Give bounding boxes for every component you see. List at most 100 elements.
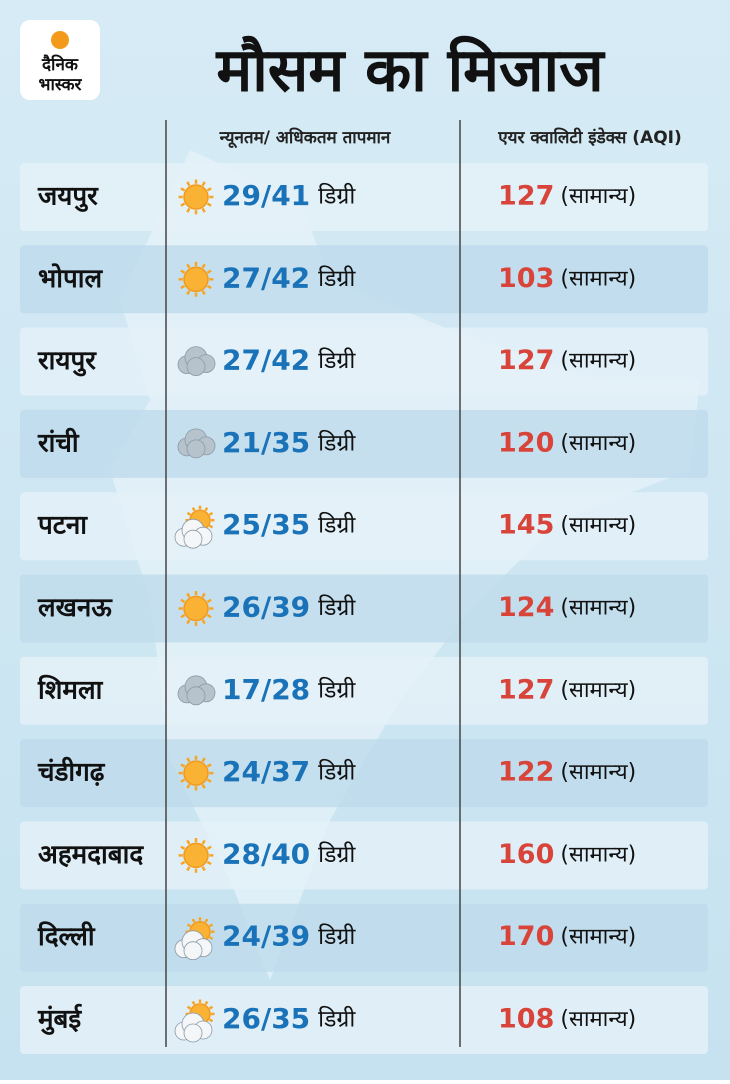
sun-ray	[186, 866, 191, 872]
sun	[183, 266, 209, 293]
sun-ray	[186, 511, 192, 516]
cloud-part	[186, 686, 206, 706]
temperature: 24/37	[222, 755, 310, 788]
weather-icon	[177, 675, 216, 706]
sun-ray	[186, 263, 191, 269]
temperature: 27/42	[222, 261, 310, 294]
sun-ray	[180, 187, 186, 192]
sun	[183, 595, 209, 622]
row-band	[20, 245, 708, 314]
weather-icon	[178, 261, 214, 297]
sun-ray	[206, 202, 212, 207]
table-row: दिल्ली 24/39 डिग्री 170 (सामान्य)	[20, 903, 708, 972]
table-row: भोपाल 27/42 डिग्री 103 (सामान्य)	[20, 245, 708, 314]
weather-icon	[178, 591, 214, 626]
sun	[183, 760, 209, 786]
temperature: 25/35	[222, 508, 310, 541]
sun-ray	[186, 290, 191, 295]
city-name: भोपाल	[38, 263, 104, 294]
aqi-status: (सामान्य)	[560, 678, 636, 703]
sun-ray	[208, 524, 214, 529]
weather-icon	[177, 428, 216, 459]
temperature: 21/35	[222, 426, 310, 459]
sun-ray	[201, 263, 206, 269]
cloud-part	[186, 357, 206, 377]
sun-ray	[206, 614, 212, 619]
aqi-status: (सामान्य)	[560, 596, 636, 621]
sun-ray	[201, 290, 206, 295]
sun-ray	[204, 1000, 209, 1006]
weather-icon	[174, 505, 215, 549]
table-row: लखनऊ 26/39 डिग्री 124 (सामान्य)	[20, 574, 708, 643]
city-name: रांची	[37, 427, 80, 458]
sun-ray	[186, 757, 191, 763]
city-name: जयपुर	[37, 182, 99, 213]
title: मौसम का मिजाज	[215, 36, 606, 106]
temperature: 27/42	[222, 344, 310, 377]
logo-box	[20, 20, 100, 100]
aqi-value: 170	[498, 921, 554, 952]
city-name: रायपुर	[37, 346, 97, 377]
sun-ray	[208, 1005, 214, 1010]
aqi-value: 122	[498, 757, 554, 788]
temperature: 17/28	[222, 673, 310, 706]
table-row: रांची 21/35 डिग्री 120 (सामान्य)	[20, 409, 708, 478]
sun-ray	[191, 1000, 196, 1006]
temperature-unit: डिग्री	[318, 1006, 356, 1033]
sun-ray	[206, 845, 212, 850]
temperature-unit: डिग्री	[318, 265, 356, 292]
column-header: न्यूनतम/ अधिकतम तापमान	[219, 127, 391, 149]
sun-ray	[180, 598, 186, 603]
cloud-part	[186, 439, 206, 459]
row-band	[20, 821, 708, 890]
sun-ray	[186, 207, 191, 213]
temperature-unit: डिग्री	[318, 429, 356, 456]
sun-ray	[180, 860, 186, 866]
sun-ray	[201, 181, 206, 187]
weather-icon	[177, 346, 216, 377]
city-name: दिल्ली	[37, 921, 96, 952]
sun-ray	[186, 923, 192, 928]
row-band	[20, 163, 708, 231]
sun-ray	[204, 918, 209, 923]
sun-ray	[208, 511, 214, 516]
sun-ray	[191, 918, 196, 923]
sun-ray	[180, 845, 186, 850]
sun-ray	[180, 269, 186, 274]
table-row: पटना 25/35 डिग्री 145 (सामान्य)	[20, 492, 708, 561]
aqi-status: (सामान्य)	[560, 1007, 636, 1032]
sun-ray	[186, 592, 191, 598]
weather-icon	[174, 999, 215, 1043]
logo-text: भास्कर	[39, 75, 83, 95]
sun-ray	[208, 1018, 214, 1023]
temperature-unit: डिग्री	[318, 347, 356, 374]
sun-ray	[201, 866, 206, 872]
temperature: 28/40	[222, 837, 310, 870]
sun-ray	[206, 269, 212, 274]
temperature-unit: डिग्री	[318, 512, 356, 539]
aqi-status: (सामान्य)	[560, 184, 636, 209]
table-row: शिमला 17/28 डिग्री 127 (सामान्य)	[20, 656, 708, 725]
sun-ray	[206, 860, 212, 866]
cloud-part	[183, 941, 203, 961]
table-row: चंडीगढ़ 24/37 डिग्री 122 (सामान्य)	[20, 739, 708, 808]
temperature: 24/39	[222, 920, 310, 953]
sun-ray	[206, 598, 212, 603]
temperature: 29/41	[222, 179, 310, 212]
column-header: एयर क्वालिटी इंडेक्स (AQI)	[497, 127, 682, 148]
sun-ray	[201, 783, 206, 789]
temperature-unit: डिग्री	[318, 676, 356, 703]
sun-ray	[201, 207, 206, 213]
logo-sun	[51, 31, 69, 49]
city-name: शिमला	[37, 674, 104, 705]
temperature-unit: डिग्री	[318, 183, 356, 210]
city-name: चंडीगढ़	[37, 757, 106, 788]
sun	[183, 842, 209, 869]
cloud-part	[183, 529, 203, 549]
aqi-status: (सामान्य)	[560, 266, 636, 291]
table-row: रायपुर 27/42 डिग्री 127 (सामान्य)	[20, 327, 708, 396]
temperature-unit: डिग्री	[318, 923, 356, 950]
sun-ray	[208, 936, 214, 941]
sun-ray	[186, 1005, 192, 1010]
